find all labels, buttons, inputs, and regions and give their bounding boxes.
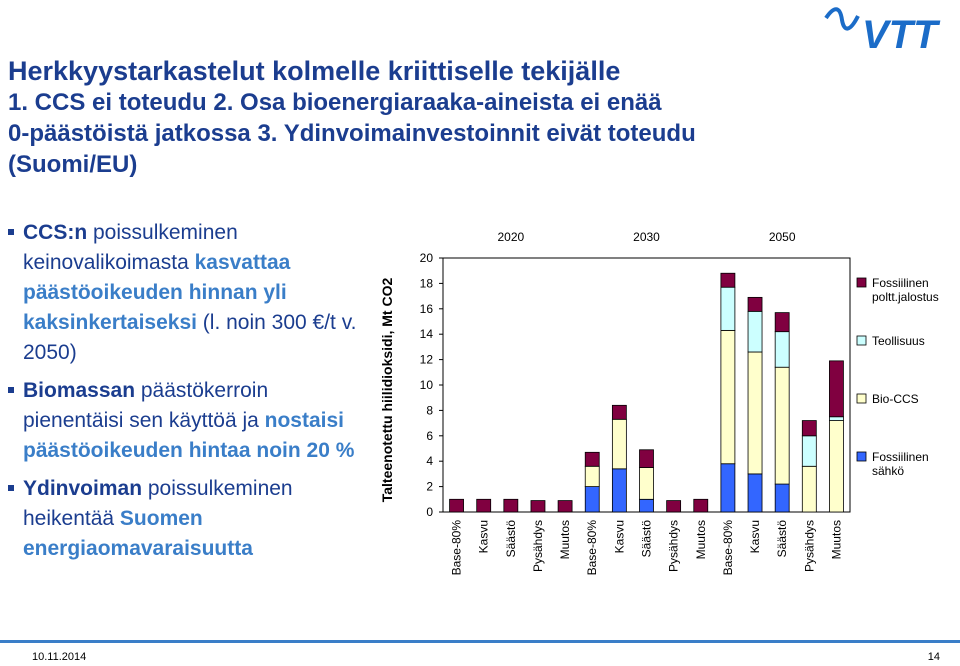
bar-segment: [720, 272, 736, 288]
bullet-text: poissulkeminen keinovalikoimasta: [23, 221, 238, 274]
bar-segment: [584, 465, 600, 487]
bullet-bold: Biomassan: [23, 379, 136, 402]
x-tick-label: Muutos: [558, 520, 572, 559]
y-tick-label: 4: [426, 454, 433, 468]
bullet-text-end: (l. noin 300 €/t v. 2050): [23, 311, 357, 364]
legend-swatch: [856, 451, 867, 462]
group-label: 2020: [497, 230, 524, 244]
bar-segment: [584, 451, 600, 467]
bar-segment: [611, 404, 627, 420]
legend-swatch: [856, 335, 867, 346]
vtt-logo: VTT: [824, 7, 941, 54]
x-tick-label: Base-80%: [450, 520, 464, 576]
bar-segment: [557, 500, 573, 513]
page-title: Herkkyystarkastelut kolmelle kriittisell…: [8, 56, 768, 180]
x-tick-label: Base-80%: [585, 520, 599, 576]
bullet-text: päästökerroin pienentäisi sen käyttöä ja: [23, 379, 269, 432]
legend-label: Fossiilinen sähkö: [872, 450, 929, 478]
stacked-bar-chart: 0 2 4 6 8 10 12 14 16 18 20 Talteenotettu hiilidiok…: [379, 230, 939, 576]
bar-segment: [503, 498, 519, 513]
y-tick-label: 8: [426, 403, 433, 417]
x-tick-label: Pysähdys: [667, 520, 681, 572]
bar-segment: [774, 483, 790, 513]
logo-wave-icon: [824, 7, 860, 31]
y-tick-label: 2: [426, 480, 433, 494]
y-tick-label: 14: [420, 327, 434, 341]
legend-label: Fossiilinen poltt.jalostus: [872, 276, 939, 304]
bullet-highlight: nostaisi päästöoikeuden hintaa noin 20 %: [23, 409, 355, 462]
x-tick-label: Base-80%: [721, 520, 735, 576]
footer-date: 10.11.2014: [32, 651, 87, 663]
bar-segment: [720, 329, 736, 465]
bar-segment: [611, 468, 627, 513]
bar-segment: [747, 296, 763, 312]
bar-segment: [774, 312, 790, 333]
bar-segment: [611, 418, 627, 470]
bullet-item: Biomassan päästökerroin pienentäisi sen …: [8, 376, 368, 466]
y-tick-label: 6: [426, 429, 433, 443]
y-tick-label: 16: [420, 302, 434, 316]
bar-segment: [476, 498, 492, 513]
bar-segment: [801, 465, 817, 513]
group-label: 2030: [633, 230, 660, 244]
bar-segment: [530, 500, 546, 513]
bar-segment: [720, 463, 736, 513]
legend-swatch: [856, 277, 867, 288]
bar-segment: [829, 360, 844, 418]
x-tick-label: Säästö: [640, 520, 654, 558]
bullet-bold: CCS:n: [23, 221, 88, 244]
x-tick-label: Muutos: [829, 520, 843, 559]
bar-segment: [720, 286, 736, 331]
bar-segment: [584, 486, 600, 513]
bar-segment: [829, 416, 844, 421]
bar-segment: [747, 310, 763, 353]
bar-segment: [801, 420, 817, 437]
bullet-text: poissulkeminen heikentää: [23, 477, 293, 530]
bar-segment: [747, 473, 763, 513]
legend-label: Teollisuus: [872, 334, 925, 348]
x-tick-label: Säästö: [504, 520, 518, 558]
bar-segment: [774, 366, 790, 485]
group-label: 2050: [769, 230, 796, 244]
title-line-2: 1. CCS ei toteudu 2. Osa bioenergiaraaka…: [8, 89, 662, 116]
bar-segment: [774, 331, 790, 368]
page-number: 14: [927, 651, 940, 663]
title-line-4: (Suomi/EU): [8, 151, 138, 178]
x-tick-label: Säästö: [775, 520, 789, 558]
bar-segment: [801, 435, 817, 467]
bullet-list: CCS:n poissulkeminen keinovalikoimasta k…: [8, 218, 368, 572]
bar-segment: [747, 351, 763, 475]
x-tick-label: Kasvu: [612, 520, 626, 553]
y-tick-label: 20: [420, 251, 434, 265]
y-axis-label: Talteenotettu hiilidioksidi, Mt CO2: [379, 278, 395, 503]
y-tick-label: 10: [420, 378, 434, 392]
bullet-item: CCS:n poissulkeminen keinovalikoimasta k…: [8, 218, 368, 368]
title-line-3: 0-päästöistä jatkossa 3. Ydinvoimainvest…: [8, 120, 696, 147]
bar-segment: [829, 420, 844, 513]
bar-segment: [639, 467, 654, 500]
bullet-bold: Ydinvoiman: [23, 477, 143, 500]
footer-divider: [0, 640, 960, 643]
logo-text: VTT: [862, 13, 941, 54]
bullet-highlight: Suomen energiaomavaraisuutta: [23, 507, 253, 560]
title-line-1: Herkkyystarkastelut kolmelle kriittisell…: [8, 56, 621, 86]
bullet-item: Ydinvoiman poissulkeminen heikentää Suom…: [8, 474, 368, 564]
bar-segment: [639, 449, 654, 468]
bullet-highlight: kasvattaa päästöoikeuden hinnan yli kaks…: [23, 251, 291, 334]
x-tick-label: Pysähdys: [531, 520, 545, 572]
bar-segment: [639, 498, 654, 513]
x-tick-label: Pysähdys: [802, 520, 816, 572]
y-tick-label: 18: [420, 276, 434, 290]
legend-label: Bio-CCS: [872, 392, 919, 406]
x-tick-label: Muutos: [694, 520, 708, 559]
x-tick-label: Kasvu: [477, 520, 491, 553]
legend-swatch: [856, 393, 867, 404]
bar-segment: [449, 498, 464, 513]
bar-segment: [693, 498, 709, 513]
y-tick-label: 0: [426, 505, 433, 519]
bar-segment: [666, 500, 682, 513]
x-tick-label: Kasvu: [748, 520, 762, 553]
y-tick-label: 12: [420, 353, 434, 367]
